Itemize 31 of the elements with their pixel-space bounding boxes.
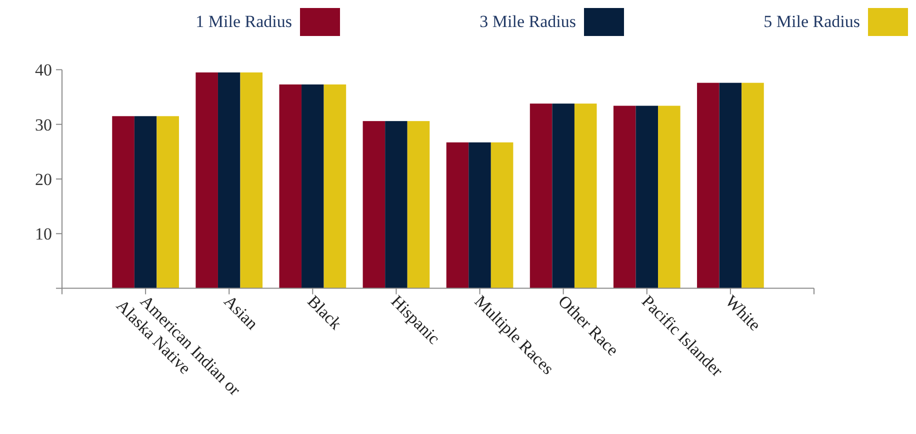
bar <box>407 121 430 288</box>
bar <box>719 82 742 288</box>
y-tick-label: 10 <box>35 224 52 244</box>
bar <box>613 106 636 288</box>
y-tick-label: 30 <box>35 115 52 134</box>
bar <box>490 142 514 288</box>
bar <box>134 116 157 288</box>
bar <box>240 72 263 288</box>
legend-label: 1 Mile Radius <box>196 12 292 31</box>
bar <box>468 142 491 288</box>
bar <box>697 82 720 288</box>
bar <box>385 121 408 288</box>
bar <box>324 84 346 288</box>
bar <box>530 104 552 288</box>
bar <box>362 121 386 288</box>
bar <box>636 106 658 288</box>
bar <box>658 106 680 288</box>
legend-label: 3 Mile Radius <box>480 12 576 31</box>
bar <box>196 72 218 288</box>
bar <box>574 104 597 288</box>
bar <box>742 82 764 288</box>
y-tick-label: 40 <box>35 60 52 80</box>
bar <box>112 116 134 288</box>
bar <box>552 104 574 288</box>
legend-label: 5 Mile Radius <box>764 12 860 31</box>
y-tick-label: 20 <box>35 170 52 189</box>
bar <box>302 84 324 288</box>
bar <box>279 84 302 288</box>
bar <box>156 116 179 288</box>
bar <box>446 142 469 288</box>
bar <box>218 72 240 288</box>
